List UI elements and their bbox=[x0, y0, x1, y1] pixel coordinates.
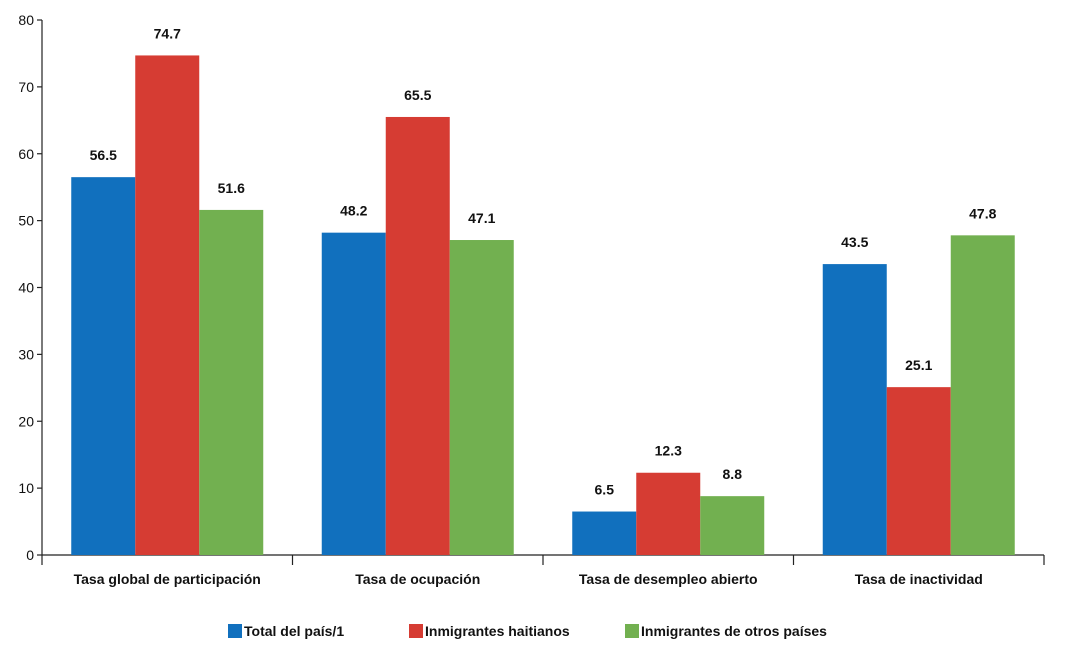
y-tick-label: 60 bbox=[18, 146, 34, 162]
bar-value-label: 56.5 bbox=[90, 147, 117, 163]
x-category-label: Tasa global de participación bbox=[74, 571, 261, 587]
legend-label: Total del país/1 bbox=[244, 623, 344, 639]
bar bbox=[449, 240, 514, 556]
bar-value-label: 48.2 bbox=[340, 203, 367, 219]
x-category-label: Tasa de ocupación bbox=[355, 571, 480, 587]
bar bbox=[385, 116, 450, 555]
bar bbox=[135, 55, 200, 555]
legend-label: Inmigrantes de otros países bbox=[641, 623, 827, 639]
y-tick-label: 30 bbox=[18, 346, 34, 362]
y-tick-label: 20 bbox=[18, 413, 34, 429]
bar bbox=[636, 472, 701, 555]
bar-value-label: 47.1 bbox=[468, 210, 495, 226]
legend: Total del país/1 Inmigrantes haitianos Inm… bbox=[228, 623, 827, 639]
bar-value-label: 6.5 bbox=[595, 482, 615, 498]
bar-value-label: 25.1 bbox=[905, 357, 932, 373]
y-tick-label: 70 bbox=[18, 79, 34, 95]
bar-value-label: 12.3 bbox=[655, 443, 682, 459]
bar-value-label: 65.5 bbox=[404, 87, 431, 103]
bar-value-label: 47.8 bbox=[969, 205, 996, 221]
bar bbox=[950, 235, 1015, 555]
bar-value-label: 74.7 bbox=[154, 25, 181, 41]
y-tick-label: 0 bbox=[26, 547, 34, 563]
bar bbox=[822, 264, 887, 555]
y-tick-label: 10 bbox=[18, 480, 34, 496]
bar bbox=[321, 232, 386, 555]
axes: 0 10 20 30 40 50 60 70 80 Tasa global de particip… bbox=[18, 12, 1045, 587]
x-category-label: Tasa de desempleo abierto bbox=[579, 571, 758, 587]
bar bbox=[700, 496, 765, 555]
bar-value-label: 51.6 bbox=[218, 180, 245, 196]
x-category-label: Tasa de inactividad bbox=[855, 571, 983, 587]
legend-swatch bbox=[409, 624, 423, 638]
y-tick-label: 50 bbox=[18, 213, 34, 229]
legend-label: Inmigrantes haitianos bbox=[425, 623, 570, 639]
legend-swatch bbox=[625, 624, 639, 638]
value-labels: 56.5 74.7 51.6 48.2 65.5 47.1 6.5 12.3 8.8 43.5 25… bbox=[90, 25, 997, 497]
bar bbox=[572, 511, 637, 555]
bar bbox=[71, 177, 136, 555]
bar-value-label: 43.5 bbox=[841, 234, 868, 250]
bar bbox=[886, 387, 951, 555]
bars bbox=[71, 55, 1015, 556]
y-tick-label: 40 bbox=[18, 280, 34, 296]
bar-value-label: 8.8 bbox=[723, 466, 743, 482]
legend-swatch bbox=[228, 624, 242, 638]
bar bbox=[199, 209, 264, 556]
y-tick-label: 80 bbox=[18, 12, 34, 28]
